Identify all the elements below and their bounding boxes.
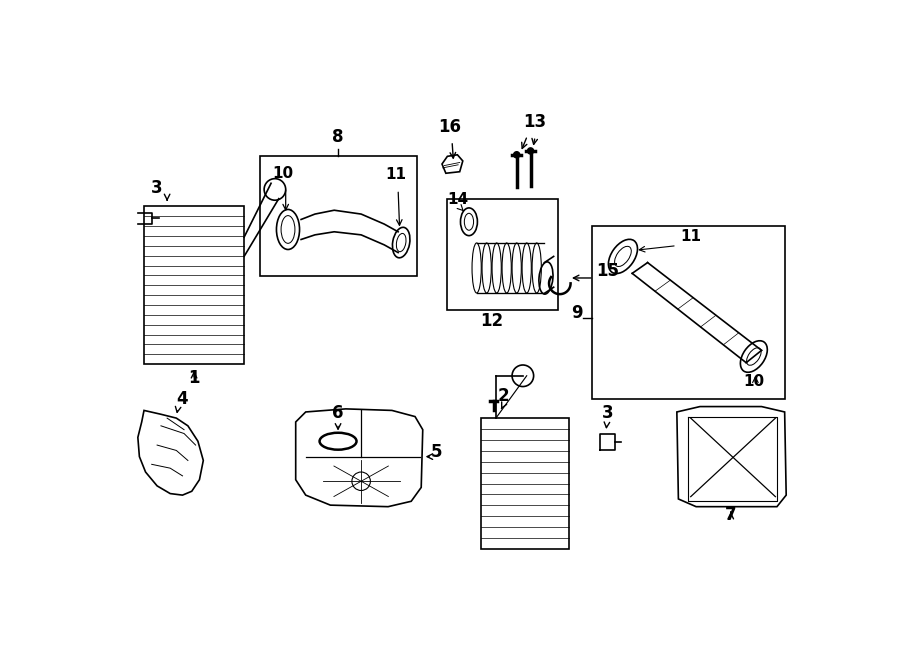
Circle shape	[514, 152, 520, 158]
Text: 6: 6	[332, 404, 344, 422]
Text: 13: 13	[523, 113, 546, 131]
Text: 2: 2	[498, 387, 509, 405]
Text: 10: 10	[272, 166, 293, 181]
Text: 14: 14	[446, 192, 468, 207]
Text: 4: 4	[176, 390, 188, 408]
Circle shape	[527, 148, 534, 154]
Text: 7: 7	[724, 506, 736, 524]
Text: 9: 9	[571, 304, 582, 322]
Text: 3: 3	[151, 179, 163, 197]
Text: 16: 16	[438, 118, 461, 136]
Text: 5: 5	[430, 443, 442, 461]
Text: 15: 15	[596, 262, 619, 280]
Text: 10: 10	[743, 373, 764, 389]
Text: 1: 1	[188, 369, 200, 387]
Text: 11: 11	[680, 229, 702, 244]
Text: 8: 8	[332, 128, 344, 147]
Text: 3: 3	[602, 404, 614, 422]
Text: 12: 12	[481, 312, 504, 330]
Text: 11: 11	[385, 167, 406, 182]
